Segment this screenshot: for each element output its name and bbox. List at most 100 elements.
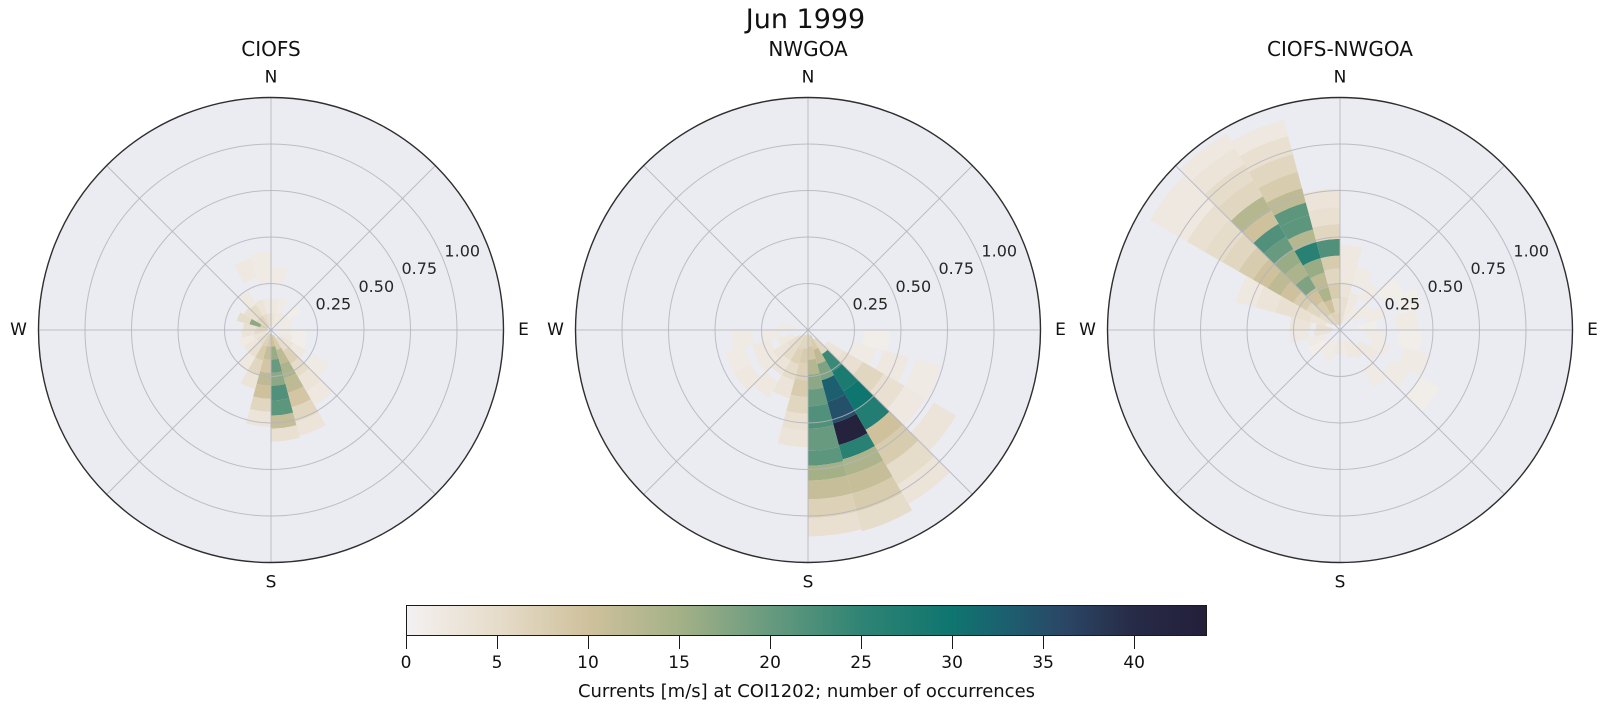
rose-cell	[848, 342, 877, 366]
rose-cell	[1149, 174, 1200, 231]
rose-cell	[1340, 281, 1353, 298]
radial-tick-label: 1.00	[981, 241, 1017, 260]
rose-cell	[275, 297, 288, 314]
rose-cell	[1295, 275, 1316, 296]
colorbar-tick	[861, 636, 863, 649]
rose-cell	[271, 333, 276, 347]
rose-cell	[266, 313, 271, 327]
rose-cell	[271, 313, 276, 327]
radial-tick-label: 1.00	[444, 241, 480, 260]
rose-cell	[287, 386, 311, 408]
colorbar-gradient	[406, 605, 1207, 636]
rose-cell	[271, 425, 300, 442]
rose-cell	[283, 347, 299, 364]
compass-label-w: W	[1079, 320, 1096, 340]
rose-cell	[1309, 314, 1328, 327]
rose-cell	[808, 333, 813, 347]
rose-cell	[271, 298, 280, 314]
rose-cell	[1258, 171, 1302, 203]
rose-cell	[1320, 255, 1340, 271]
rose-cell	[817, 360, 835, 381]
rose-cell	[731, 330, 755, 350]
colorbar-tick-label: 5	[491, 653, 503, 673]
radial-tick-label: 0.25	[1385, 295, 1421, 314]
rose-cell	[1313, 330, 1332, 337]
rose-cell	[1358, 281, 1380, 304]
rose-cell	[752, 340, 775, 359]
rose-cell	[278, 335, 294, 349]
grid-spoke	[1339, 329, 1505, 495]
colorbar-tick-label: 0	[400, 653, 412, 673]
rose-cell	[1340, 296, 1349, 313]
radial-tick-label: 0.50	[359, 277, 395, 296]
rose-cell	[725, 346, 752, 373]
rose-cell	[290, 330, 307, 340]
rose-cell	[886, 440, 935, 485]
rose-cell	[256, 326, 268, 330]
rose-cell	[297, 368, 321, 392]
rose-cell	[777, 427, 808, 448]
rose-cell	[1204, 219, 1244, 263]
rose-cell	[255, 268, 271, 286]
radial-tick-label: 0.75	[1470, 259, 1506, 278]
colorbar-tick-label: 40	[1123, 653, 1145, 673]
radial-tick-label: 0.75	[938, 259, 974, 278]
colorbar-tick	[952, 636, 954, 649]
rose-cell	[255, 344, 267, 361]
grid-spoke	[106, 165, 272, 331]
rose-cell	[804, 315, 808, 327]
grid-spoke	[106, 329, 272, 495]
rose-cell	[253, 331, 267, 340]
colorbar-tick-label: 30	[941, 653, 963, 673]
rose-cell	[285, 305, 302, 320]
rose-cell	[1280, 215, 1314, 240]
rose-cell	[272, 334, 282, 350]
rose-cell	[277, 331, 293, 342]
rose-cell	[255, 299, 267, 316]
rose-cell	[808, 511, 862, 537]
radial-tick-label: 0.25	[853, 295, 889, 314]
rose-cell	[1347, 340, 1364, 359]
colorbar: 0 5 10 15 20 25 30 35 40 Currents [m/s] at COI12…	[401, 605, 1207, 715]
rose-cell	[275, 336, 289, 351]
rose-cell	[1394, 287, 1423, 314]
rose-cell	[865, 411, 903, 446]
radial-tick-label: 0.50	[1428, 277, 1464, 296]
rose-cell	[256, 318, 269, 329]
rose-cell	[782, 410, 808, 431]
compass-label-w: W	[10, 320, 27, 340]
rose-cell	[1331, 298, 1340, 314]
rose-cell	[1382, 359, 1411, 388]
rose-cell	[1274, 249, 1301, 275]
rose-cell	[238, 352, 256, 371]
rose-cell	[852, 361, 884, 392]
figure-suptitle: Jun 1999	[745, 4, 866, 35]
compass-label-s: S	[1335, 573, 1346, 593]
rose-cell	[836, 350, 863, 375]
rose-cell	[259, 332, 270, 345]
rose-cell	[276, 324, 292, 330]
rose-cell	[1340, 311, 1345, 325]
rose-cell	[238, 334, 255, 347]
rose-cell	[1263, 236, 1294, 265]
colorbar-tick-label: 35	[1032, 653, 1054, 673]
rose-cell	[813, 347, 826, 365]
rose-cell	[254, 330, 268, 335]
colorbar-tick	[679, 636, 681, 649]
radial-tick-label: 0.25	[316, 295, 352, 314]
rose-cell	[271, 398, 294, 416]
rose-cell	[253, 383, 271, 399]
rose-cell	[1191, 147, 1245, 195]
rose-cell	[808, 446, 844, 466]
rose-cell	[276, 347, 289, 365]
rose-cell	[1397, 330, 1422, 352]
rose-cell	[1307, 339, 1327, 357]
rose-cell	[874, 424, 919, 466]
rose-cell	[808, 493, 857, 518]
ciofs-nwgoa-polar-rose-plot: N E S W 0.25 0.50 0.75 1.00	[1079, 68, 1598, 593]
rose-cell	[821, 375, 846, 402]
rose-cell	[263, 346, 271, 360]
colorbar-tick	[497, 636, 498, 649]
rose-cell	[259, 315, 270, 328]
rose-cell	[783, 344, 798, 361]
